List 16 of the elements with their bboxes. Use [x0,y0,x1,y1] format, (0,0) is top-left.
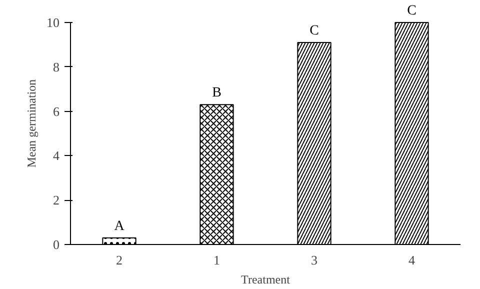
x-axis-title: Treatment [241,272,291,286]
x-tick-label: 2 [116,252,122,268]
annotation: C [310,23,319,38]
x-tick-label: 1 [214,252,220,268]
y-tick-label: 6 [53,104,60,119]
annotation: B [212,86,222,101]
y-axis-title: Mean germination [24,79,38,168]
y-tick-label: 8 [53,59,60,74]
annotation: C [407,3,416,18]
y-tick-label: 4 [53,148,60,164]
y-tick-label: 10 [46,14,60,30]
x-tick-label: 4 [408,252,416,268]
annotation: A [114,218,126,234]
y-tick-label: 2 [53,192,60,208]
x-tick-label: 3 [311,252,318,268]
y-tick-label: 0 [53,237,60,252]
